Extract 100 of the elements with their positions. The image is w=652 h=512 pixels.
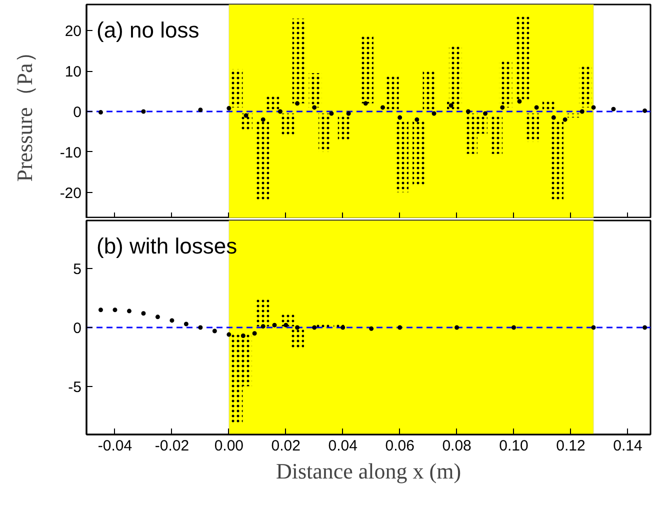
x-tick-label: 0.04 [328, 438, 358, 454]
point [500, 105, 505, 110]
point [414, 117, 420, 122]
point [346, 111, 351, 116]
bar [308, 73, 322, 108]
bar [579, 65, 592, 108]
point [141, 109, 146, 114]
point [432, 111, 436, 116]
bar [526, 114, 539, 142]
point [398, 115, 402, 120]
point [112, 308, 118, 312]
x-tick-label: 0.14 [613, 438, 642, 454]
point [363, 101, 368, 106]
point [398, 325, 402, 330]
bar [281, 114, 294, 136]
point [611, 106, 616, 112]
point [212, 328, 217, 334]
bar [474, 116, 488, 134]
y-tick-label: -5 [68, 378, 82, 396]
bar [292, 18, 306, 104]
annotation: (a) no loss [96, 18, 200, 42]
bar [360, 34, 374, 104]
x-tick-label: 0.10 [499, 438, 528, 454]
bar [550, 120, 564, 200]
y-tick-label: 5 [73, 261, 82, 278]
point [155, 314, 160, 320]
y-tick-label: 0 [73, 104, 82, 121]
y-tick-label: 10 [64, 64, 82, 81]
point [244, 113, 248, 118]
y-tick-label: -20 [60, 184, 82, 202]
point [260, 117, 266, 122]
point [562, 117, 568, 122]
point [369, 326, 374, 331]
x-tick-label: 0.12 [556, 438, 586, 454]
point [272, 322, 277, 328]
point [198, 325, 203, 330]
bar [338, 116, 351, 140]
point [284, 322, 288, 328]
point [226, 332, 232, 337]
y-axis-title: Pressure（Pa） [12, 41, 37, 182]
x-tick-label: 0.00 [214, 438, 244, 454]
point [240, 333, 246, 338]
y-tick-label: 20 [64, 23, 82, 40]
bar [256, 298, 270, 326]
bar [499, 61, 512, 108]
point [260, 324, 266, 329]
point [591, 105, 596, 110]
point [295, 325, 300, 330]
y-tick-label: 0 [73, 320, 82, 337]
bar [230, 69, 243, 108]
point [534, 105, 539, 110]
point [642, 325, 648, 330]
point [517, 99, 522, 104]
x-tick-label: 0.06 [385, 438, 414, 454]
point [98, 110, 103, 115]
point [126, 308, 132, 314]
point [252, 331, 257, 336]
point [591, 325, 596, 330]
point [551, 115, 556, 120]
point [512, 325, 516, 330]
bar [490, 116, 503, 154]
bar [567, 114, 580, 118]
x-tick-label: -0.04 [98, 438, 132, 454]
point [329, 111, 334, 116]
point [483, 111, 488, 116]
point [278, 109, 282, 114]
point [141, 311, 146, 316]
bar [412, 120, 426, 186]
x-tick-label: 0.02 [271, 438, 300, 454]
x-tick-label: -0.02 [154, 438, 190, 454]
x-tick-label: 0.08 [442, 438, 472, 454]
point [198, 108, 203, 112]
point [184, 322, 188, 326]
y-tick-label: -10 [60, 144, 82, 162]
bar [448, 44, 462, 104]
bar [316, 324, 330, 328]
bar [291, 328, 304, 349]
bar [266, 95, 280, 110]
point [226, 106, 232, 111]
point [454, 325, 460, 330]
bar [240, 114, 252, 130]
point [380, 105, 385, 110]
bar [396, 120, 409, 192]
bar [386, 75, 399, 110]
point [312, 105, 317, 110]
point [295, 101, 300, 106]
bar [422, 71, 436, 110]
bar [281, 313, 294, 326]
point [170, 318, 174, 323]
point [312, 325, 317, 330]
bar [256, 120, 270, 200]
x-axis-title: Distance along x (m) [276, 458, 462, 484]
bar [542, 101, 556, 110]
point [466, 109, 470, 114]
point [340, 325, 346, 330]
point [98, 308, 103, 312]
point [580, 109, 584, 114]
point [642, 108, 648, 113]
bar [239, 333, 252, 386]
bar [516, 16, 530, 102]
